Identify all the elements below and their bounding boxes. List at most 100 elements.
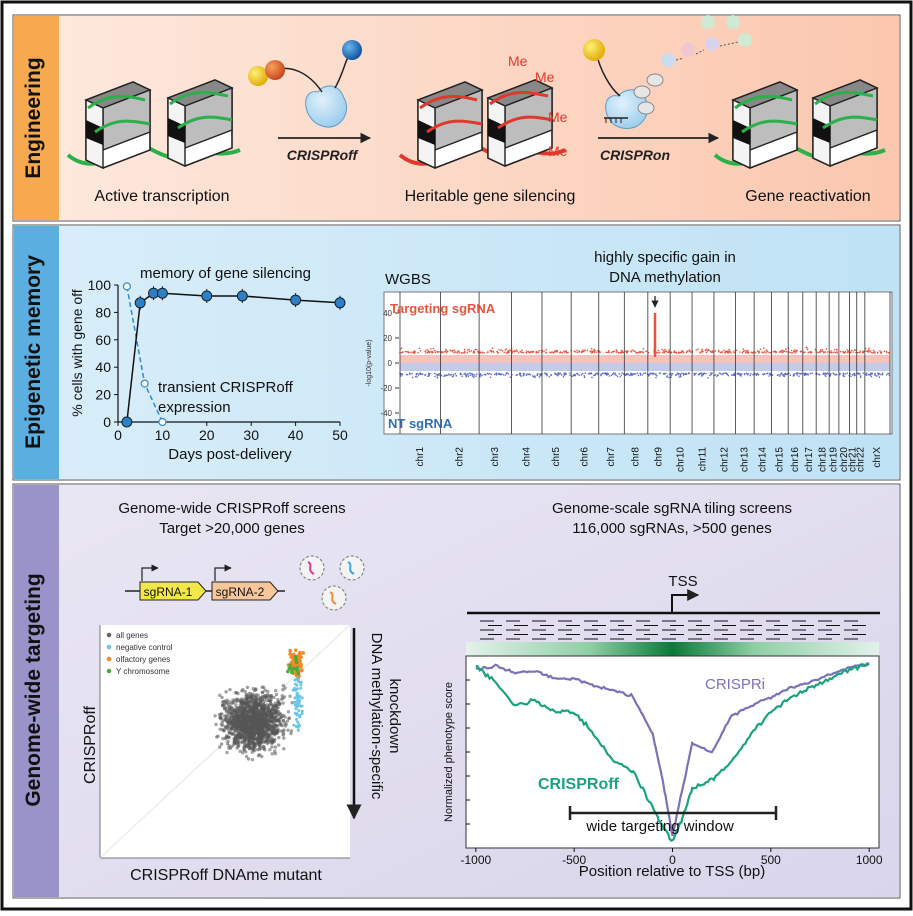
wgbs-targeting-point [885, 350, 888, 353]
wgbs-targeting-point [565, 351, 568, 353]
scatter-point-all-genes [222, 703, 226, 707]
wgbs-nt-point [597, 373, 599, 375]
wgbs-targeting-point [519, 350, 522, 353]
wgbs-nt-point [887, 372, 890, 375]
wgbs-nt-point [608, 375, 611, 377]
scatter-point-all-genes [281, 718, 285, 723]
scatter-point-all-genes [263, 711, 268, 715]
scatter-point-all-genes [218, 715, 222, 720]
wgbs-targeting-point [525, 351, 528, 354]
wgbs-nt-point [428, 374, 430, 377]
wgbs-targeting-point [699, 352, 701, 354]
wgbs-nt-point [470, 372, 472, 375]
scatter-point-negative-control [295, 691, 299, 695]
wgbs-targeting-point [511, 352, 514, 354]
wgbs-targeting-point [530, 351, 532, 353]
wgbs-nt-point [878, 373, 881, 375]
wgbs-nt-point [679, 375, 682, 378]
wgbs-targeting-point [705, 348, 708, 351]
wgbs-targeting-point [763, 351, 766, 353]
wgbs-nt-point [880, 373, 882, 376]
wgbs-targeting-point [581, 351, 584, 353]
wgbs-targeting-point [873, 350, 876, 353]
wgbs-nt-point [520, 375, 523, 378]
wgbs-nt-point [756, 372, 759, 375]
wgbs-targeting-point [445, 351, 448, 354]
wgbs-nt-point [650, 372, 652, 375]
scatter-point-all-genes [257, 698, 261, 702]
sgrna1-box [139, 581, 207, 601]
wgbs-nt-point [789, 374, 792, 376]
sgrna2-box [211, 581, 279, 601]
wgbs-targeting-point [434, 349, 436, 352]
wgbs-chrom-label: chr8 [631, 447, 642, 467]
wgbs-targeting-point [503, 351, 506, 354]
wgbs-targeting-point [836, 348, 838, 351]
wgbs-targeting-point [879, 349, 881, 352]
transient-point [140, 379, 149, 388]
krab-domain [248, 66, 268, 86]
scatter-point-all-genes [282, 728, 286, 732]
wgbs-targeting-point [543, 350, 545, 352]
scatter-point-all-genes [255, 747, 260, 752]
wgbs-targeting-point [733, 351, 736, 354]
scatter-point-y-chromosome [288, 666, 292, 671]
wgbs-nt-point [675, 373, 678, 376]
wgbs-nt-point [502, 373, 505, 376]
wgbs-targeting-point [785, 351, 788, 353]
wgbs-nt-point [665, 372, 667, 375]
wgbs-targeting-point [608, 351, 610, 354]
scatter-point-all-genes [268, 747, 272, 752]
wgbs-nt-point [548, 375, 551, 378]
scatter-point-all-genes [227, 710, 231, 715]
scatter-point-all-genes [227, 735, 231, 740]
wgbs-nt-point [473, 373, 476, 376]
scatter-point-all-genes [246, 700, 251, 704]
wgbs-targeting-point [826, 351, 829, 353]
wgbs-targeting-point [727, 350, 730, 353]
scatter-point-all-genes [274, 692, 279, 697]
wgbs-nt-point [762, 373, 765, 376]
wgbs-nt-point [644, 372, 647, 374]
scatter-point-all-genes [240, 706, 244, 710]
wgbs-nt-point [555, 373, 558, 376]
scatter-point-all-genes [258, 726, 262, 730]
wgbs-chrom-label: chr10 [676, 447, 687, 472]
memory-point [334, 297, 346, 309]
wgbs-targeting-point [789, 351, 791, 354]
wgbs-nt-point [507, 373, 510, 375]
wgbs-nt-point [616, 375, 619, 378]
scatter-point-all-genes [224, 690, 228, 694]
scatter-point-negative-control [299, 680, 303, 684]
targeting-density-bar [466, 642, 879, 656]
wgbs-nt-point [824, 372, 827, 375]
scatter-point-all-genes [270, 739, 274, 744]
scatter-point-y-chromosome [293, 655, 298, 659]
scatter-point-all-genes [262, 721, 266, 726]
scatter-point-all-genes [242, 745, 246, 749]
wgbs-nt-point [717, 374, 719, 376]
wgbs-targeting-point [819, 351, 822, 353]
memory-panel: Epigenetic memory % cells with gene off … [12, 224, 901, 481]
wgbs-nt-point [443, 375, 445, 378]
wgbs-targeting-point [825, 348, 828, 350]
wgbs-targeting-point [620, 349, 623, 352]
wgbs-targeting-point [832, 351, 835, 354]
scatter-point-all-genes [224, 719, 229, 723]
wgbs-targeting-point [774, 351, 777, 354]
scatter-point-all-genes [264, 706, 268, 710]
wgbs-targeting-point [847, 351, 849, 353]
scatter-point-all-genes [256, 707, 260, 712]
wgbs-targeting-point [745, 349, 747, 352]
wgbs-targeting-point [426, 348, 428, 351]
wgbs-targeting-point [657, 349, 660, 352]
wgbs-targeting-point [463, 351, 466, 353]
wgbs-targeting-point [468, 349, 470, 351]
scatter-point-all-genes [230, 711, 235, 716]
wgbs-targeting-point [745, 351, 748, 353]
wgbs-targeting-point [413, 350, 416, 352]
wgbs-targeting-point [522, 351, 525, 354]
wgbs-nt-point [628, 374, 631, 377]
wgbs-targeting-point [688, 350, 691, 352]
wgbs-targeting-point [818, 351, 821, 353]
